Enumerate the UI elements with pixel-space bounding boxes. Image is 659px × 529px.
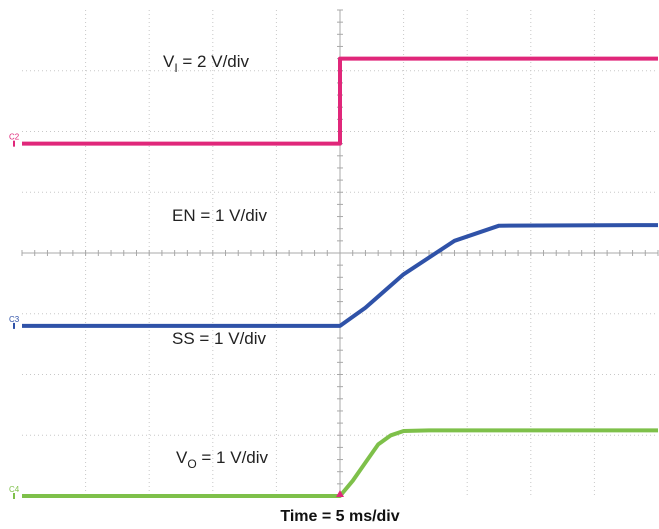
channel-label-ss: C3 bbox=[9, 315, 20, 324]
x-axis-title: Time = 5 ms/div bbox=[280, 508, 399, 525]
vo-trace bbox=[22, 428, 658, 498]
en-scale-label: EN = 1 V/div bbox=[172, 206, 267, 225]
vi-scale-label: VI = 2 V/div bbox=[163, 52, 250, 75]
trigger-marker bbox=[336, 490, 344, 497]
channel-label-en: C2 bbox=[9, 133, 20, 142]
vo-scale-label: VO = 1 V/div bbox=[176, 448, 269, 471]
ss-trace bbox=[22, 223, 659, 328]
channel-markers: C1C2C3C4 bbox=[9, 133, 344, 499]
ss-scale-label: SS = 1 V/div bbox=[172, 329, 267, 348]
channel-label-vo: C4 bbox=[9, 485, 20, 494]
en-trace bbox=[22, 56, 658, 146]
traces bbox=[22, 56, 659, 498]
